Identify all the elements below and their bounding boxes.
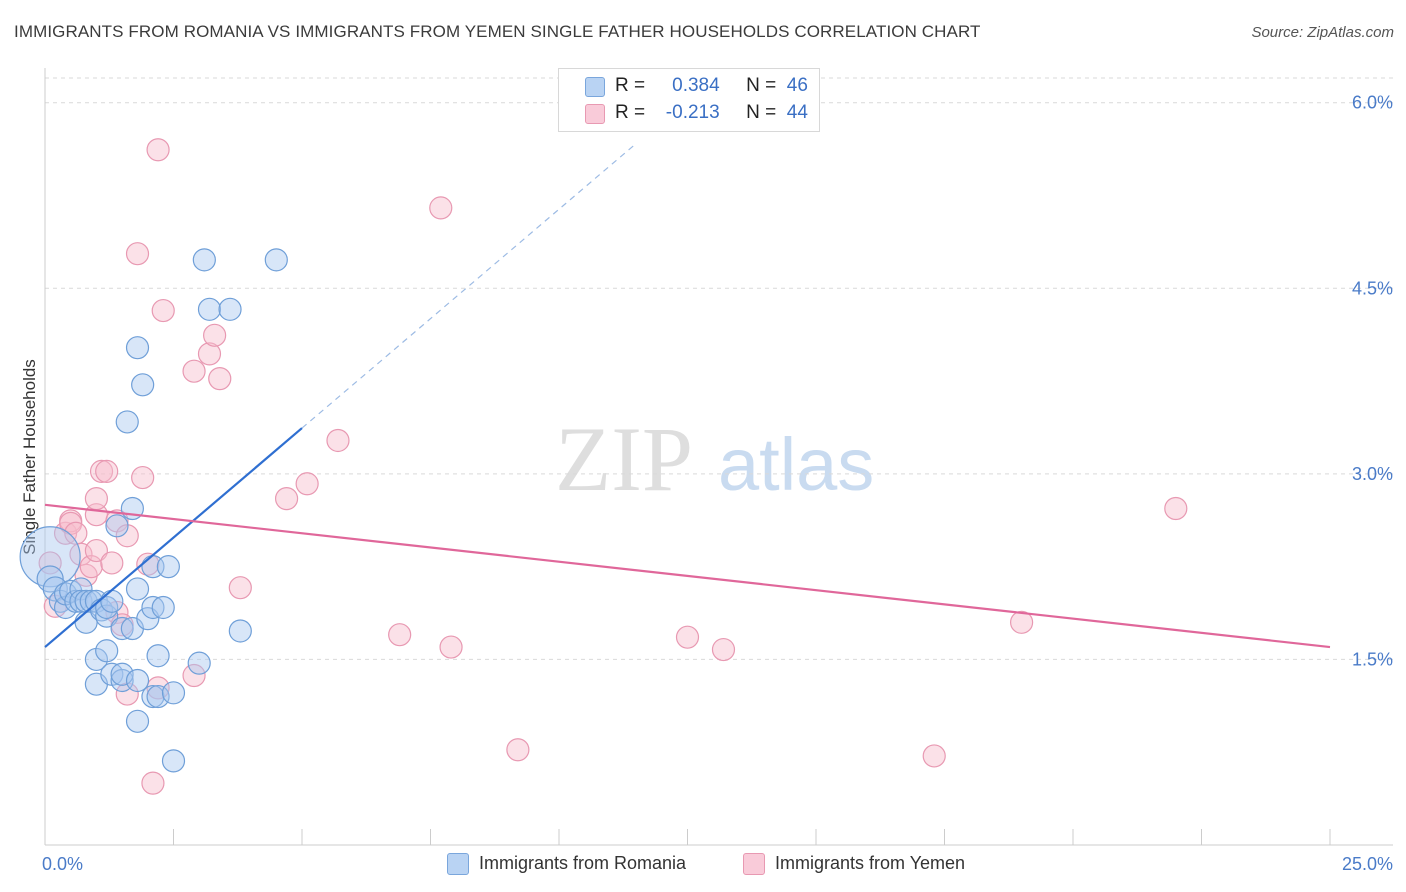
legend-n-value-romania: 46: [786, 75, 808, 96]
romania-trend-line: [44, 427, 303, 648]
romania-point: [197, 297, 222, 321]
romania-point: [146, 684, 170, 709]
romania-point: [228, 619, 252, 643]
romania-point: [161, 681, 186, 705]
romania-point: [192, 248, 216, 272]
chart-title: IMMIGRANTS FROM ROMANIA VS IMMIGRANTS FR…: [14, 22, 981, 41]
yemen-point: [1164, 496, 1188, 521]
legend-r-value-yemen: -0.213: [665, 102, 720, 123]
yemen-point: [326, 428, 350, 453]
romania-point: [125, 709, 150, 733]
yemen-point: [675, 625, 700, 649]
yemen-point: [182, 663, 206, 688]
x-tick-label-max: 25.0%: [1342, 854, 1393, 874]
romania-point: [187, 651, 211, 675]
yemen-point: [84, 487, 109, 511]
romania-point: [110, 662, 134, 686]
x-tick-label-min: 0.0%: [42, 854, 83, 874]
legend-text-romania: R = 0.384 N = 46: [615, 75, 808, 97]
romania-point: [69, 577, 93, 601]
yemen-point: [131, 465, 155, 490]
legend-swatch-yemen: [585, 104, 605, 124]
romania-point: [125, 577, 150, 601]
yemen-point: [295, 472, 319, 496]
romania-point: [100, 589, 124, 613]
yemen-point: [439, 635, 463, 659]
yemen-point: [84, 538, 109, 563]
yemen-point: [38, 551, 62, 575]
y-tick-label: 3.0%: [1352, 464, 1393, 484]
legend-r-label-romania: R =: [615, 75, 646, 96]
chart-source: Source: ZipAtlas.com: [1251, 24, 1394, 41]
romania-point: [131, 373, 155, 397]
yemen-point: [1009, 610, 1034, 634]
yemen-point: [228, 576, 252, 600]
romania-point: [19, 526, 81, 588]
legend-r-value-romania: 0.384: [672, 75, 720, 96]
legend-n-label-romania: N =: [746, 75, 777, 96]
legend-text-yemen: R = -0.213 N = 44: [615, 102, 808, 124]
legend-swatch-romania: [585, 77, 605, 97]
romania-point: [125, 668, 150, 693]
yemen-point: [506, 738, 530, 762]
romania-point: [151, 595, 175, 620]
romania-point: [125, 336, 150, 360]
romania-point: [95, 604, 119, 628]
romania-trend-extension: [301, 143, 637, 429]
bottom-legend-swatch-yemen: [743, 853, 765, 875]
y-tick-label: 4.5%: [1352, 278, 1393, 298]
romania-point: [146, 644, 170, 668]
bottom-legend-label-romania: Immigrants from Romania: [479, 853, 687, 873]
romania-point: [218, 297, 242, 321]
yemen-point: [146, 138, 170, 162]
yemen-point: [141, 771, 165, 795]
bottom-legend-swatch-romania: [447, 853, 469, 875]
yemen-point: [95, 459, 119, 483]
yemen-point: [922, 744, 946, 768]
romania-point: [161, 749, 186, 773]
romania-point: [141, 684, 165, 709]
yemen-point: [182, 359, 206, 383]
romania-point: [95, 639, 119, 663]
yemen-point: [388, 623, 412, 647]
watermark-atlas: atlas: [718, 423, 874, 506]
yemen-point: [125, 242, 150, 266]
bottom-legend-label-yemen: Immigrants from Yemen: [775, 853, 966, 873]
romania-point: [264, 248, 288, 272]
y-tick-label: 1.5%: [1352, 649, 1393, 669]
yemen-point: [711, 637, 736, 662]
legend-r-label-yemen: R =: [615, 102, 646, 123]
yemen-trend-line: [44, 503, 1331, 649]
y-tick-label: 6.0%: [1352, 93, 1393, 113]
yemen-point: [203, 323, 227, 347]
yemen-point: [89, 459, 114, 483]
romania-point: [105, 514, 129, 538]
correlation-legend: R = 0.384 N = 46 R = -0.213 N = 44: [558, 68, 820, 132]
romania-point: [156, 555, 180, 579]
romania-point: [110, 616, 134, 641]
yemen-point: [429, 196, 453, 220]
legend-n-label-yemen: N =: [746, 102, 777, 123]
yemen-point: [208, 367, 232, 391]
yemen-point: [197, 342, 222, 366]
romania-point: [115, 410, 139, 434]
romania-point: [141, 595, 165, 620]
yemen-point: [100, 551, 124, 575]
yemen-point: [115, 524, 139, 548]
legend-n-value-yemen: 44: [786, 102, 808, 123]
watermark-zip: ZIP: [555, 408, 693, 510]
yemen-point: [274, 487, 299, 511]
yemen-point: [151, 298, 175, 323]
